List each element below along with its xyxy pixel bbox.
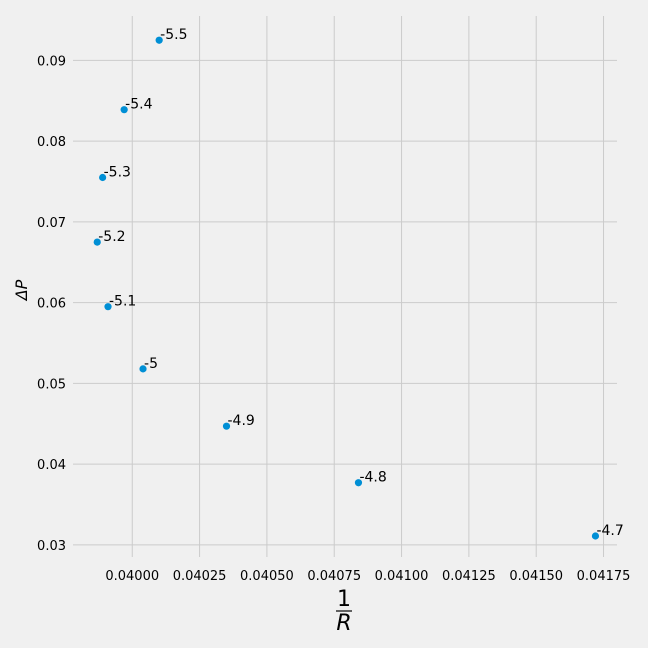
- data-points: [93, 36, 600, 540]
- y-tick-label: 0.07: [37, 216, 66, 231]
- x-tick-label: 0.04100: [375, 569, 429, 584]
- x-axis-label-numerator: 1: [337, 587, 351, 612]
- point-annotation: -5.1: [109, 294, 136, 310]
- scatter-point: [222, 422, 231, 430]
- point-annotation: -5: [144, 356, 158, 372]
- scatter-point: [591, 532, 600, 540]
- scatter-point: [104, 303, 112, 311]
- grid: [73, 16, 617, 557]
- x-axis-label-denominator: R: [336, 611, 351, 636]
- point-annotation: -4.7: [596, 523, 623, 539]
- x-tick-label: 0.04150: [509, 569, 563, 584]
- scatter-point: [155, 36, 163, 44]
- y-axis-label: ΔP: [12, 279, 31, 302]
- x-tick-label: 0.04075: [307, 569, 361, 584]
- x-tick-label: 0.04175: [577, 569, 631, 584]
- y-tick-label: 0.06: [37, 297, 66, 312]
- x-tick-label: 0.04125: [442, 569, 496, 584]
- scatter-point: [139, 365, 147, 373]
- y-tick-label: 0.05: [37, 377, 66, 392]
- x-axis-label: 1 R: [336, 587, 352, 636]
- scatter-point: [93, 238, 101, 246]
- scatter-point: [99, 173, 107, 182]
- point-annotation: -4.8: [359, 470, 386, 486]
- point-annotation: -4.9: [228, 413, 255, 429]
- point-annotation: -5.4: [125, 97, 152, 113]
- point-annotation: -5.5: [160, 27, 187, 43]
- point-annotation: -5.3: [104, 164, 131, 180]
- x-tick-label: 0.04000: [105, 569, 159, 584]
- x-tick-label: 0.04050: [240, 569, 294, 584]
- point-labels: -5.5 -5.4 -5.3 -5.2 -5.1 -5 -4.9 -4.8 -4.7: [98, 27, 624, 539]
- y-tick-label: 0.08: [37, 135, 66, 150]
- y-tick-label: 0.03: [37, 539, 66, 554]
- point-annotation: -5.2: [98, 229, 125, 245]
- y-tick-label: 0.09: [37, 54, 66, 69]
- x-axis-ticks: 0.04000 0.04025 0.04050 0.04075 0.04100 0.041…: [105, 569, 630, 584]
- x-tick-label: 0.04025: [173, 569, 227, 584]
- scatter-point: [354, 479, 363, 487]
- y-tick-label: 0.04: [37, 458, 66, 473]
- scatter-point: [120, 106, 128, 114]
- y-axis-ticks: 0.03 0.04 0.05 0.06 0.07 0.08 0.09: [37, 54, 66, 553]
